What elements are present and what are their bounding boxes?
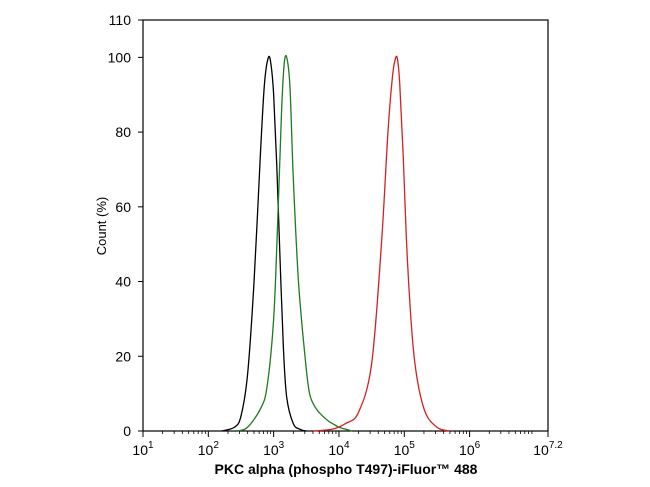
x-tick-label: 104 xyxy=(328,440,350,458)
x-tick-label: 101 xyxy=(132,440,154,458)
y-tick-label: 0 xyxy=(123,423,131,439)
x-tick-label: 102 xyxy=(198,440,220,458)
y-tick-label: 110 xyxy=(109,12,132,28)
y-tick-label: 60 xyxy=(115,199,131,215)
y-tick-label: 80 xyxy=(115,124,131,140)
series-line-1 xyxy=(221,55,307,432)
series-line-2 xyxy=(237,54,353,432)
x-tick-label: 103 xyxy=(263,440,285,458)
x-tick-label: 105 xyxy=(394,440,416,458)
x-tick-label: 106 xyxy=(459,440,481,458)
y-tick-label: 40 xyxy=(115,274,131,290)
y-axis-ticks: 0 20 40 60 80 100 110 xyxy=(108,12,143,439)
y-tick-label: 100 xyxy=(108,49,132,65)
x-tick-label: 107.2 xyxy=(533,440,563,458)
series-layer xyxy=(221,54,451,432)
plot-frame xyxy=(142,19,549,432)
y-axis-title: Count (%) xyxy=(94,197,109,256)
x-axis-title: PKC alpha (phospho T497)-iFluor™ 488 xyxy=(215,461,478,477)
y-tick-label: 20 xyxy=(115,348,131,364)
series-line-3 xyxy=(312,55,451,432)
x-axis-ticks: 101 102 103 104 105 106 107.2 xyxy=(132,431,563,458)
